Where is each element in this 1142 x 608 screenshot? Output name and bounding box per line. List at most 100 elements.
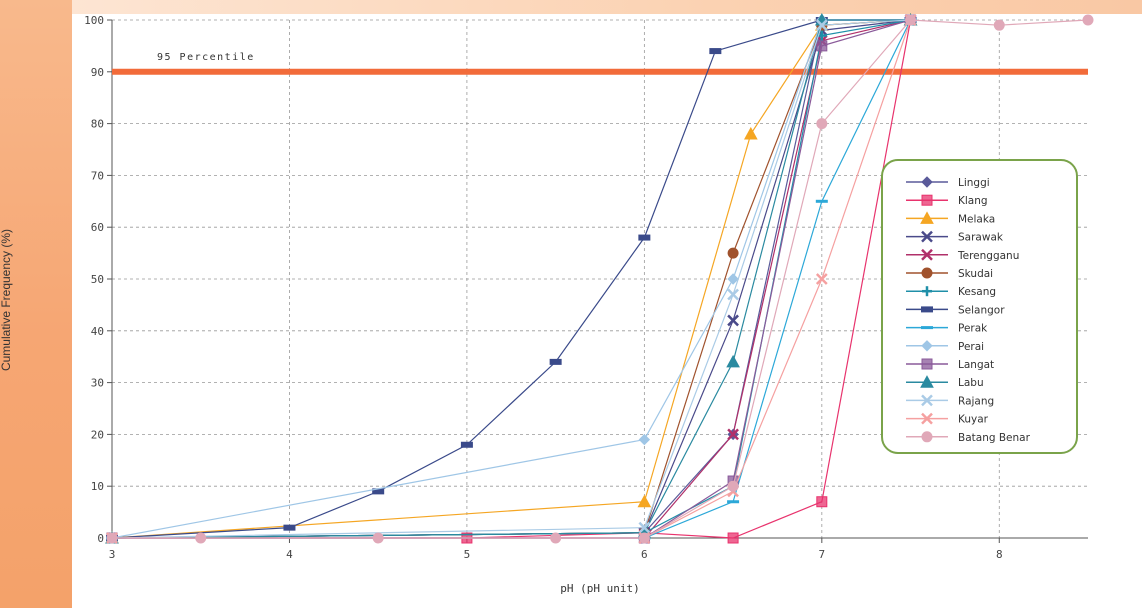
y-tick-label: 70	[91, 169, 104, 182]
y-tick-label: 60	[91, 221, 104, 234]
legend-label: Klang	[958, 195, 988, 207]
x-tick-label: 3	[109, 548, 116, 561]
legend-label: Kesang	[958, 286, 996, 298]
data-point	[727, 314, 739, 327]
series-line	[112, 19, 1089, 539]
data-point	[372, 488, 385, 495]
data-point	[106, 532, 118, 544]
legend: Linggi Klang Melaka Sarawak Terengganu Skudai…	[881, 159, 1078, 454]
data-point	[1082, 14, 1094, 26]
legend-label: Perak	[958, 323, 988, 335]
y-tick-label: 0	[97, 532, 104, 545]
legend-marker	[921, 326, 933, 330]
legend-item: Selangor	[906, 304, 1005, 316]
legend-label: Langat	[958, 359, 994, 371]
data-point	[460, 441, 473, 448]
data-point	[372, 532, 384, 544]
legend-item: Melaka	[906, 211, 995, 225]
legend-label: Selangor	[958, 304, 1005, 316]
data-point	[638, 433, 651, 446]
legend-label: Batang Benar	[958, 432, 1031, 444]
x-axis-label: pH (pH unit)	[560, 582, 639, 595]
legend-label: Melaka	[958, 213, 995, 225]
data-point	[815, 199, 828, 203]
y-tick-label: 80	[91, 118, 104, 131]
y-tick-label: 30	[91, 377, 104, 390]
data-point	[905, 14, 917, 26]
data-point	[727, 480, 739, 492]
legend-label: Perai	[958, 341, 984, 353]
data-point	[727, 247, 739, 259]
y-tick-label: 10	[91, 480, 104, 493]
left-decor-band	[0, 0, 72, 608]
legend-marker	[921, 394, 933, 407]
legend-label: Rajang	[958, 395, 994, 407]
legend-item: Batang Benar	[906, 431, 1031, 444]
legend-item: Terengganu	[906, 248, 1019, 262]
legend-label: Sarawak	[958, 232, 1004, 244]
data-point	[195, 532, 207, 544]
legend-label: Terengganu	[957, 250, 1019, 262]
data-point	[638, 234, 651, 241]
legend-marker	[921, 340, 933, 352]
y-tick-label: 90	[91, 66, 104, 79]
legend-item: Linggi	[906, 176, 990, 189]
legend-item: Skudai	[906, 267, 993, 280]
legend-item: Labu	[906, 375, 984, 389]
series-batang-benar	[106, 14, 1094, 544]
legend-marker	[922, 286, 932, 297]
y-tick-label: 100	[84, 14, 104, 27]
legend-item: Perai	[906, 340, 984, 353]
legend-label: Labu	[958, 377, 984, 389]
legend-marker	[920, 375, 934, 388]
data-point	[816, 40, 828, 52]
legend-marker	[921, 267, 933, 279]
data-point	[549, 358, 562, 365]
x-tick-label: 5	[464, 548, 471, 561]
legend-item: Kesang	[906, 286, 996, 298]
data-point	[727, 500, 740, 504]
legend-marker	[921, 230, 933, 243]
x-tick-label: 6	[641, 548, 648, 561]
x-tick-label: 7	[819, 548, 826, 561]
data-point	[726, 354, 740, 368]
legend-item: Perak	[906, 323, 988, 335]
data-point	[709, 48, 722, 55]
data-point	[283, 524, 296, 531]
data-point	[638, 532, 650, 544]
data-point	[815, 19, 828, 32]
legend-marker	[921, 412, 933, 425]
legend-marker	[921, 431, 933, 443]
legend-item: Klang	[906, 194, 988, 207]
legend-marker	[920, 211, 934, 224]
legend-item: Rajang	[906, 394, 994, 407]
y-tick-label: 40	[91, 325, 104, 338]
data-point	[550, 532, 562, 544]
y-tick-label: 50	[91, 273, 104, 286]
legend-item: Kuyar	[906, 412, 989, 426]
data-point	[743, 126, 758, 140]
data-point	[638, 521, 651, 534]
data-point	[816, 118, 828, 130]
data-point	[727, 288, 739, 301]
x-tick-label: 4	[286, 548, 293, 561]
data-point	[816, 496, 828, 508]
legend-label: Kuyar	[958, 414, 989, 426]
legend-marker	[921, 248, 933, 261]
data-point	[815, 273, 828, 285]
legend-item: Sarawak	[906, 230, 1004, 244]
reference-line-label: 95 Percentile	[157, 52, 255, 63]
data-point	[727, 273, 739, 285]
top-decor-band	[72, 0, 1142, 14]
legend-label: Skudai	[958, 268, 993, 280]
series-group	[105, 12, 1094, 544]
data-point	[637, 494, 652, 508]
data-point	[727, 428, 739, 441]
legend-marker	[921, 306, 933, 313]
data-point	[993, 19, 1005, 31]
legend-item: Langat	[906, 358, 994, 371]
x-tick-label: 8	[996, 548, 1003, 561]
legend-label: Linggi	[958, 177, 990, 189]
legend-marker	[921, 176, 933, 188]
